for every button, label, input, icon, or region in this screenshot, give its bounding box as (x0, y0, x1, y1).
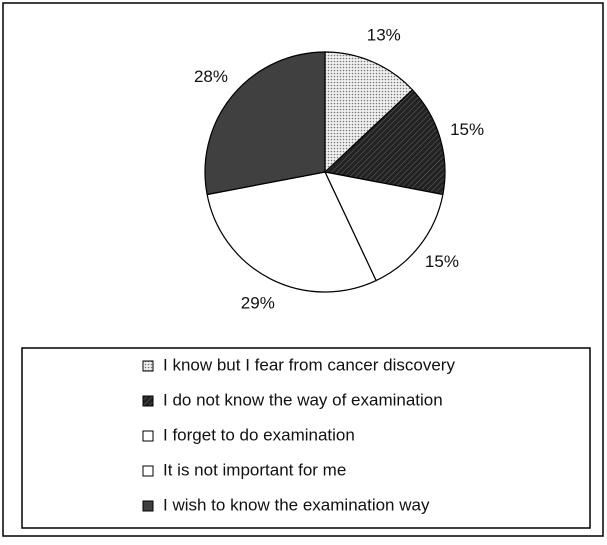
legend-swatch (142, 465, 154, 477)
legend-swatch (142, 395, 154, 407)
slice-label: 13% (367, 26, 401, 45)
legend-label: I wish to know the examination way (163, 495, 430, 514)
legend-swatch (142, 500, 154, 512)
slice-label: 29% (241, 293, 275, 312)
legend-label: I forget to do examination (163, 425, 355, 444)
slice-label: 28% (194, 67, 228, 86)
legend-swatch (142, 360, 154, 372)
pie-slice (204, 51, 326, 196)
pie-slice (323, 89, 446, 196)
pie-slice (324, 51, 414, 174)
legend-swatch (142, 430, 154, 442)
legend-label: I know but I fear from cancer discovery (163, 355, 455, 374)
slice-label: 15% (450, 120, 484, 139)
legend-box (21, 347, 591, 529)
pie-slice (206, 171, 377, 293)
legend-label: I do not know the way of examination (163, 390, 443, 409)
slice-label: 15% (425, 252, 459, 271)
legend-label: It is not important for me (163, 460, 346, 479)
pie-slice (323, 171, 444, 282)
